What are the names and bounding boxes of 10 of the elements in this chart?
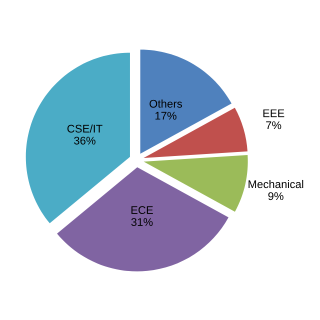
slice-label: CSE/IT: [67, 124, 102, 133]
data-label: 36%: [74, 136, 96, 145]
slice-label: ECE: [131, 206, 153, 214]
data-label: 31%: [131, 218, 153, 226]
data-label: 9%: [268, 192, 284, 200]
slice-label: Mechanical: [248, 180, 304, 188]
data-label: 17%: [155, 112, 176, 120]
data-label: 7%: [266, 121, 282, 130]
slice-label: EEE: [263, 109, 284, 118]
slice-label: Others: [150, 100, 182, 108]
